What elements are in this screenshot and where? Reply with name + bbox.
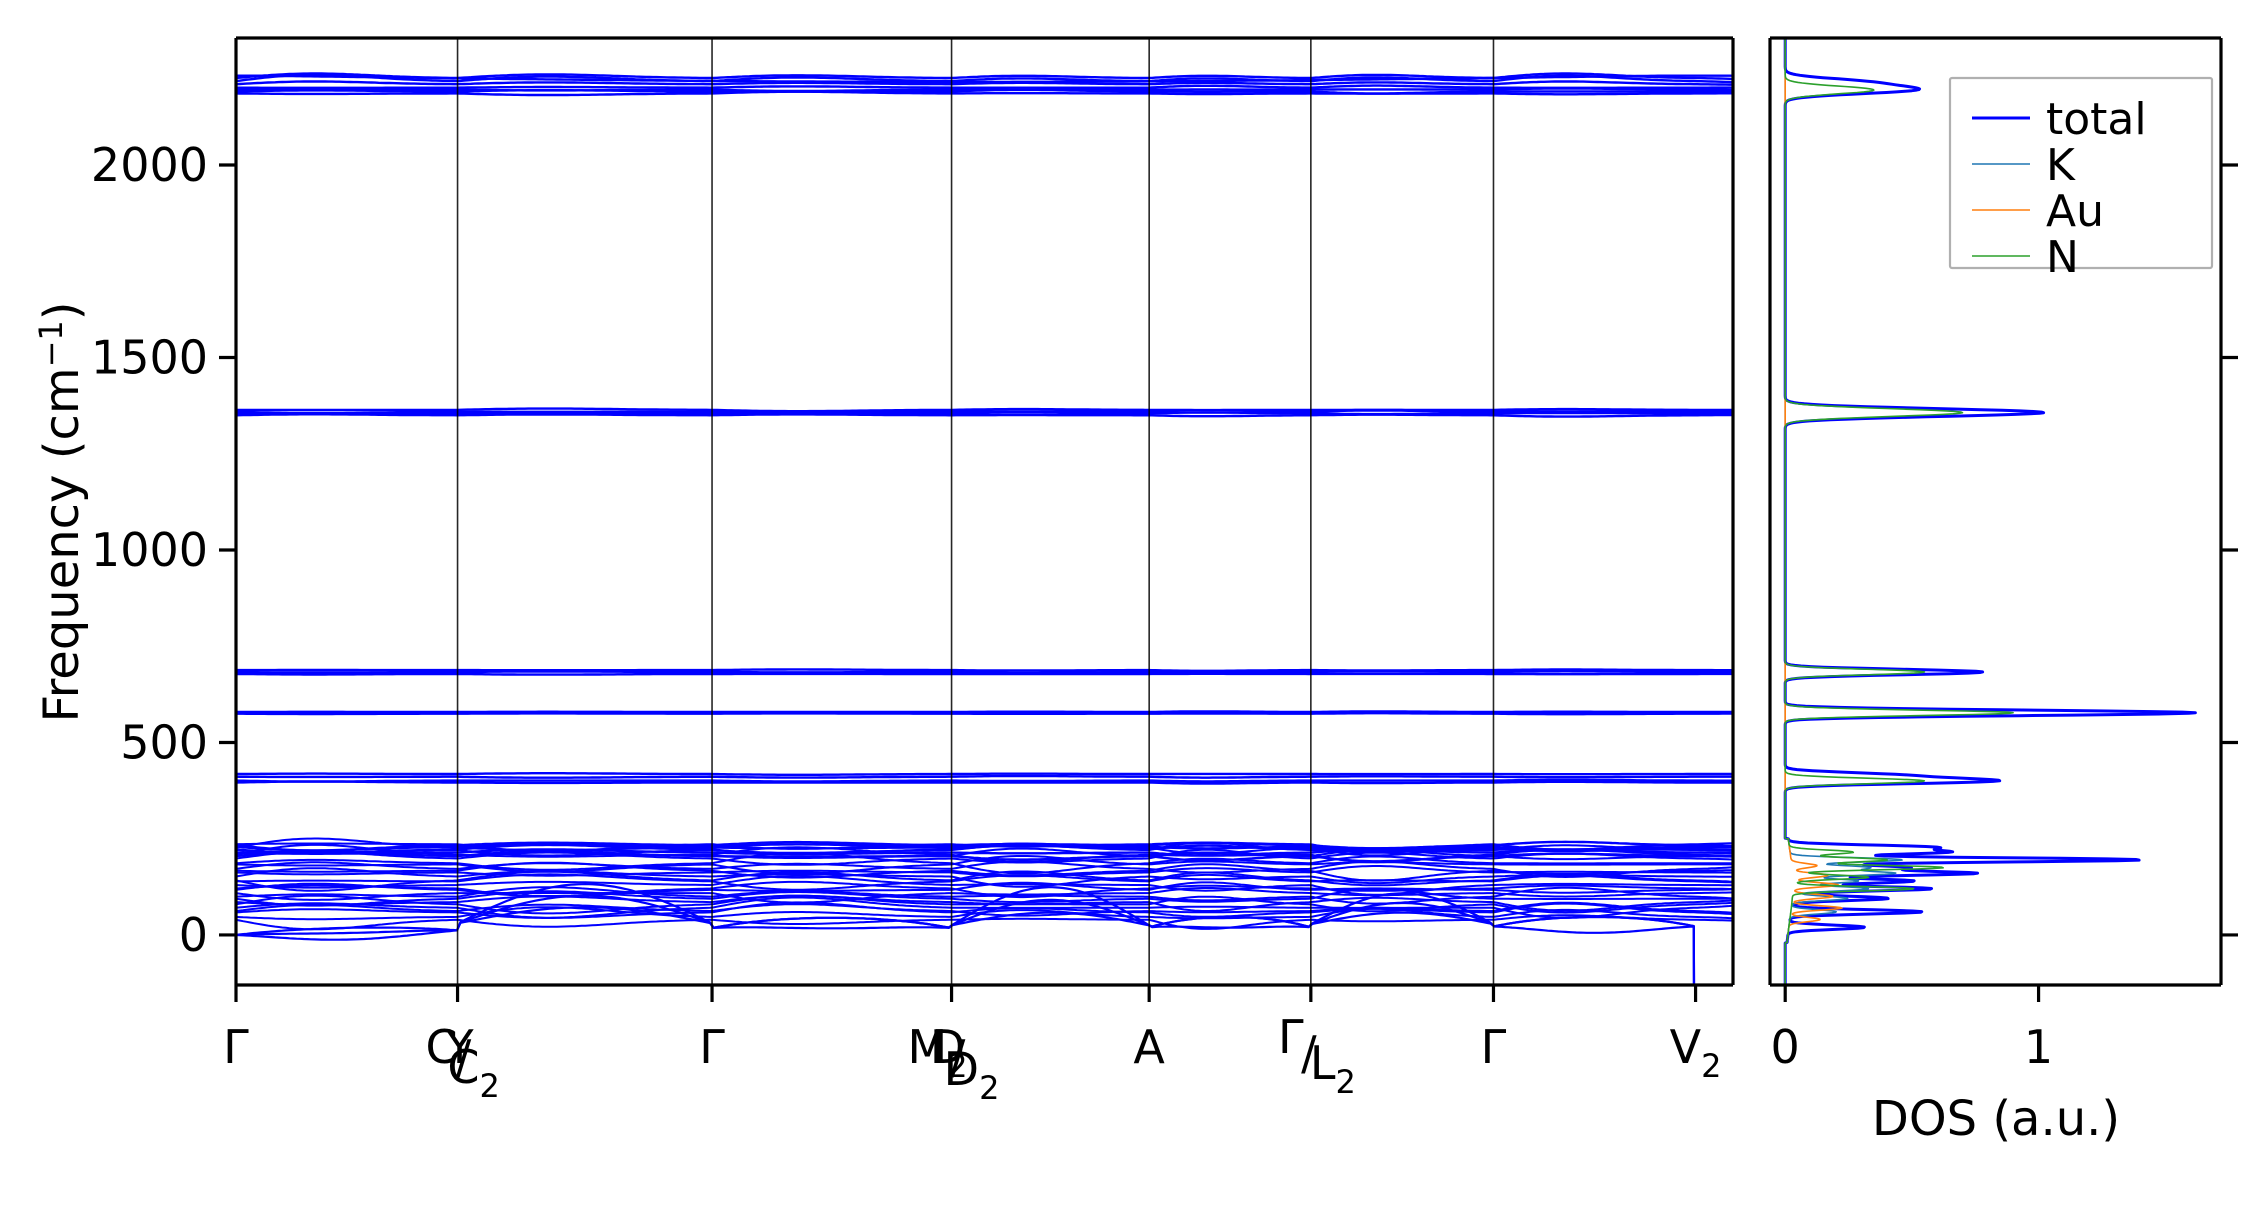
band-curve (236, 772, 1733, 776)
y-tick-label-1500: 1500 (91, 331, 208, 385)
x-tick-label-L2: L2 (1310, 1036, 1356, 1101)
dos-curves (1783, 38, 2197, 985)
x-tick-label-C: C (425, 1020, 457, 1074)
band-curve (236, 711, 1733, 716)
x-tick-label-V2: V2 (1670, 1020, 1722, 1085)
y-axis-title-exponent: −1 (32, 320, 70, 367)
band-curve (236, 852, 1733, 875)
y-tick-label-2000: 2000 (91, 138, 208, 192)
dos-curve-N (1784, 38, 2014, 985)
y-tick-label-1000: 1000 (91, 523, 208, 577)
x-tick-label-gamma-5: Γ (1278, 1010, 1304, 1064)
band-curve (236, 84, 1733, 89)
legend-border (1948, 76, 2214, 270)
dos-x-axis-title: DOS (a.u.) (1872, 1091, 2120, 1147)
band-curve (236, 90, 1733, 97)
x-tick-label-gamma-0: Γ (223, 1020, 249, 1074)
x-tick-label-gamma-6: Γ (1481, 1020, 1507, 1074)
legend-label-K: K (2046, 140, 2076, 191)
band-curve (236, 914, 1733, 931)
band-y-axis-title: Frequency (cm−1) (32, 301, 90, 722)
y-axis-title-close: ) (34, 301, 90, 320)
band-curve (236, 413, 1733, 418)
x-tick-label-slash-5: / (1301, 1026, 1317, 1080)
band-curve (236, 848, 1733, 857)
legend-label-Au: Au (2046, 186, 2104, 237)
x-tick-label-gamma-2: Γ (699, 1020, 725, 1074)
y-axis-title-main: Frequency (cm (34, 367, 90, 722)
dos-x-ticks (1783, 985, 2041, 1002)
band-curve (236, 880, 1733, 899)
band-curve (236, 894, 1733, 912)
svg-text:Frequency (cm−1): Frequency (cm−1) (32, 301, 90, 722)
dos-x-tick-label-0: 0 (1771, 1020, 1800, 1074)
band-curve (236, 407, 1733, 413)
band-curve (236, 774, 1733, 779)
band-curve (236, 780, 1733, 785)
band-curves (236, 72, 1733, 985)
x-tick-label-A: A (1133, 1020, 1165, 1074)
x-tick-label-D: D (930, 1020, 965, 1074)
x-tick-label-Y: Y (445, 1020, 475, 1074)
band-curve (236, 896, 1733, 919)
legend-label-N: N (2046, 232, 2079, 283)
band-curve (236, 710, 1733, 714)
band-curve (236, 87, 1733, 93)
band-curve (236, 668, 1733, 672)
y-tick-label-500: 500 (120, 715, 208, 769)
band-curve (236, 849, 1733, 863)
x-tick-label-slash-3: / (950, 1030, 966, 1084)
band-curve (236, 901, 1733, 919)
y-tick-label-0: 0 (179, 908, 208, 962)
dos-x-tick-label-1: 1 (2024, 1020, 2053, 1074)
high-symmetry-separators (456, 38, 1495, 985)
dos-y-ticks (2221, 163, 2238, 937)
x-tick-label-M2: M2 (908, 1020, 968, 1085)
band-curve (236, 670, 1733, 674)
x-tick-label-slash-1: / (456, 1030, 472, 1084)
band-curve (236, 672, 1733, 676)
band-curve (236, 80, 1733, 86)
x-tick-label-D2: D2 (944, 1042, 1000, 1107)
band-x-tick-labels: Γ CY/C2Γ M2D/D2A Γ/L2Γ V2 (223, 1010, 1721, 1107)
band-curves-group (236, 72, 1733, 985)
band-curve (236, 888, 1733, 907)
legend-label-total: total (2046, 94, 2147, 145)
band-curve (236, 843, 1733, 856)
band-curve (236, 840, 1733, 852)
band-y-tick-labels: 0 500 1000 1500 2000 (91, 138, 208, 962)
band-x-ticks (234, 985, 1698, 1002)
band-curve (236, 778, 1733, 783)
band-curve-top (236, 74, 1733, 84)
x-tick-label-C2: C2 (447, 1040, 499, 1105)
dos-curves-group (1783, 38, 2197, 985)
band-curve (236, 409, 1733, 415)
band-y-ticks (219, 163, 236, 937)
